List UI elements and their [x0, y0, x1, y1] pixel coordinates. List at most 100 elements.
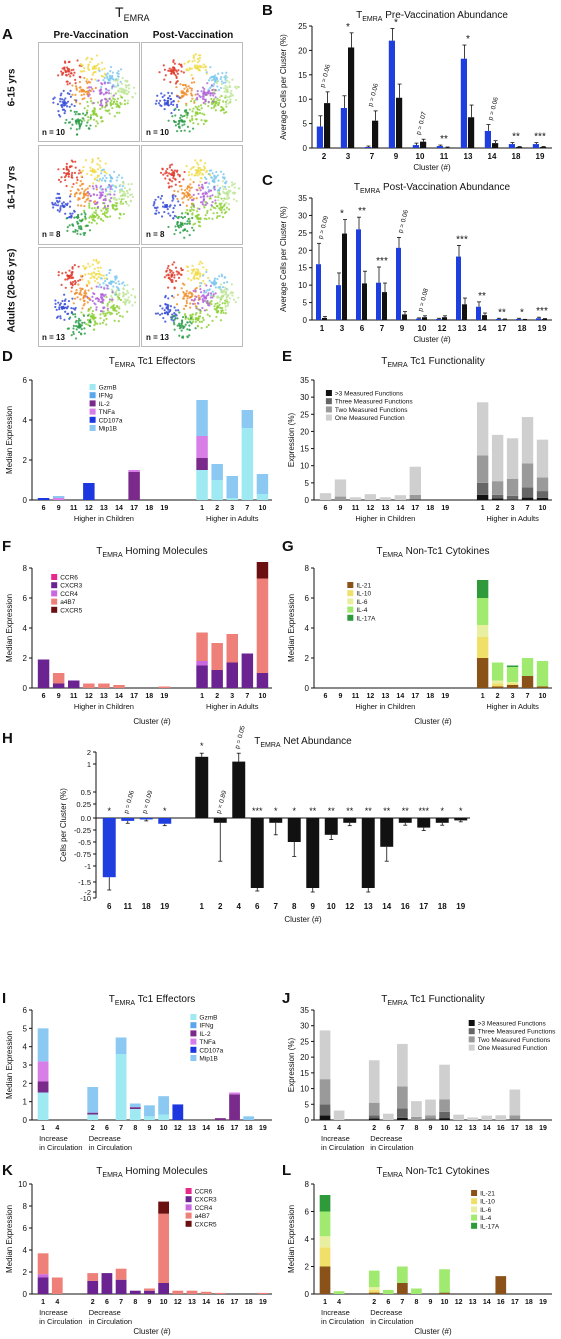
umap-point: [103, 72, 107, 75]
umap-point: [105, 211, 108, 215]
umap-point: [57, 74, 60, 77]
umap-point: [174, 73, 177, 77]
umap-point: [125, 84, 128, 87]
umap-point: [82, 117, 85, 120]
annotation: p = 0.06: [319, 63, 332, 88]
umap-point: [190, 92, 193, 95]
umap-point: [171, 313, 174, 316]
umap-point: [97, 215, 101, 218]
umap-point: [177, 226, 181, 229]
umap-point: [193, 297, 197, 301]
umap-point: [192, 229, 195, 232]
umap-point: [63, 318, 66, 321]
umap-point: [78, 127, 81, 130]
umap-point: [167, 91, 170, 94]
umap-point: [232, 298, 236, 301]
umap-point: [182, 71, 185, 74]
umap-point: [92, 109, 95, 112]
umap-point: [200, 119, 203, 122]
umap-point: [106, 287, 109, 290]
umap-point: [74, 306, 77, 310]
umap-point: [86, 109, 89, 112]
umap-point: [172, 210, 175, 214]
x-tick-label: 8: [414, 1125, 418, 1132]
umap-point: [230, 291, 233, 294]
bar: [417, 818, 431, 828]
umap-point: [189, 178, 192, 181]
umap-point: [212, 76, 216, 80]
umap-point: [161, 168, 164, 171]
umap-point: [216, 85, 219, 88]
x-tick-label: 17: [411, 505, 419, 512]
umap-point: [211, 194, 214, 197]
umap-point: [124, 200, 128, 203]
umap-point: [92, 259, 95, 262]
umap-point: [163, 68, 167, 71]
umap-point: [124, 194, 127, 197]
umap-point: [80, 175, 83, 178]
umap-point: [198, 166, 201, 170]
legend-swatch: [347, 606, 354, 613]
stack-segment: [319, 1211, 331, 1237]
umap-point: [202, 294, 205, 297]
umap-point: [183, 215, 187, 219]
umap-point: [112, 304, 115, 307]
x-tick-label: 1: [323, 1299, 327, 1306]
umap-point: [157, 211, 161, 214]
x-tick-label: 7: [245, 693, 249, 700]
x-tick-label: 10: [327, 902, 336, 911]
umap-point: [225, 105, 228, 108]
umap-point: [104, 104, 108, 107]
umap-point: [109, 306, 112, 309]
stack-segment: [229, 1094, 240, 1120]
x-tick-label: 13: [469, 1299, 477, 1306]
stack-segment: [51, 1277, 63, 1294]
umap-point: [155, 209, 158, 212]
umap-point: [203, 206, 206, 209]
group-label: Higher in Adults: [206, 514, 259, 523]
stack-segment: [476, 402, 489, 456]
legend-swatch: [185, 1196, 192, 1203]
umap-point: [81, 278, 84, 281]
annotation: p = 0.09: [141, 789, 154, 814]
umap-point: [114, 208, 117, 211]
umap-point: [186, 321, 189, 324]
annotation: **: [478, 291, 486, 302]
umap-point: [189, 210, 192, 213]
umap-point: [178, 126, 181, 129]
stack-segment: [129, 1103, 141, 1108]
stack-segment: [495, 1276, 507, 1294]
umap-point: [95, 222, 98, 225]
umap-point: [173, 169, 177, 172]
umap-point: [191, 293, 194, 296]
umap-point: [52, 206, 55, 209]
legend-swatch: [347, 614, 354, 621]
umap-point: [214, 109, 217, 112]
umap-point: [222, 187, 225, 191]
umap-point: [105, 73, 108, 76]
x-tick-label: 14: [396, 505, 404, 512]
umap-point: [198, 221, 201, 224]
umap-point: [153, 202, 156, 205]
umap-point: [113, 193, 116, 196]
umap-point: [116, 176, 119, 179]
stack-segment: [536, 686, 549, 688]
umap-point: [220, 311, 223, 314]
stack-segment: [368, 1102, 380, 1116]
legend-label: a4B7: [60, 599, 76, 606]
bar: [322, 317, 327, 320]
umap-point: [193, 302, 197, 305]
y-tick-label: 0: [23, 684, 28, 693]
umap-point: [218, 296, 222, 299]
umap-point: [165, 311, 168, 314]
y-tick-label: 2: [23, 1268, 28, 1277]
umap-point: [113, 190, 116, 193]
umap-point: [169, 308, 172, 312]
umap-point: [231, 294, 234, 297]
bar: [416, 318, 421, 320]
annotation: p = 0.07: [415, 111, 428, 136]
umap-point: [209, 66, 212, 69]
umap-point: [104, 199, 107, 202]
umap-point: [125, 89, 128, 92]
legend-swatch: [325, 414, 332, 421]
